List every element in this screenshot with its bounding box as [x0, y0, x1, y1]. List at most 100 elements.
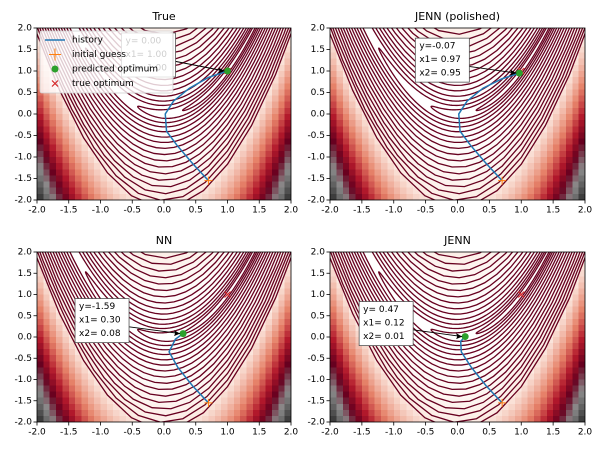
heat-cell — [214, 294, 222, 302]
heat-cell — [432, 138, 439, 146]
heat-cell — [233, 175, 241, 183]
heat-cell — [259, 181, 267, 189]
heat-cell — [144, 132, 152, 140]
heat-cell — [37, 367, 44, 375]
heat-cell — [476, 330, 484, 338]
heat-cell — [330, 175, 337, 183]
heat-cell — [451, 175, 459, 183]
heat-cell — [559, 157, 567, 164]
heat-cell — [521, 157, 529, 164]
heat-cell — [113, 361, 121, 368]
heat-cell — [81, 193, 89, 200]
heat-cell — [265, 126, 273, 134]
heat-cell — [432, 144, 439, 152]
x-tick-label: -1.0 — [385, 206, 403, 216]
heat-cell — [559, 391, 567, 399]
heat-cell — [483, 114, 490, 121]
heat-cell — [233, 409, 241, 417]
heat-cell — [534, 343, 541, 350]
heat-cell — [195, 34, 203, 41]
heat-cell — [284, 181, 291, 189]
heat-cell — [94, 258, 102, 265]
heat-cell — [221, 193, 229, 200]
heat-cell — [100, 264, 108, 271]
heat-cell — [68, 288, 76, 296]
heat-cell — [540, 276, 548, 283]
heat-cell — [578, 385, 585, 393]
heat-cell — [265, 144, 273, 152]
heat-cell — [381, 157, 388, 164]
heat-cell — [252, 181, 260, 189]
heat-cell — [540, 403, 548, 411]
heat-cell — [246, 52, 254, 60]
heat-cell — [132, 258, 140, 265]
heat-cell — [553, 361, 561, 368]
heat-cell — [381, 163, 388, 170]
heat-cell — [259, 379, 267, 387]
heat-cell — [374, 120, 382, 127]
heat-cell — [144, 330, 152, 338]
heat-cell — [381, 264, 388, 271]
heat-cell — [565, 373, 573, 381]
heat-cell — [546, 169, 554, 177]
heat-cell — [176, 95, 184, 103]
heat-cell — [94, 349, 102, 356]
heat-cell — [100, 349, 108, 356]
heat-cell — [463, 83, 471, 91]
true-optimum-marker — [517, 291, 525, 298]
heat-cell — [457, 169, 465, 177]
heat-cell — [195, 46, 203, 54]
heat-cell — [164, 120, 171, 127]
heat-cell — [534, 138, 541, 146]
heat-cell — [176, 157, 184, 164]
heat-cell — [265, 77, 273, 84]
heat-cell — [470, 409, 478, 417]
heat-cell — [265, 397, 273, 405]
heat-cell — [534, 150, 541, 158]
heat-cell — [342, 89, 350, 97]
heat-cell — [227, 349, 235, 356]
heat-cell — [444, 126, 452, 134]
heat-cell — [208, 282, 216, 290]
heat-cell — [49, 107, 57, 115]
x-tick-label: 0.0 — [450, 428, 465, 438]
heat-cell — [438, 101, 446, 109]
heat-cell — [330, 330, 337, 338]
heat-cell — [330, 403, 337, 411]
heat-cell — [565, 181, 573, 189]
heat-cell — [132, 126, 140, 134]
heat-cell — [284, 175, 291, 183]
heat-cell — [546, 107, 554, 115]
heat-cell — [508, 58, 516, 66]
heat-cell — [100, 187, 108, 195]
heat-cell — [271, 101, 279, 109]
heat-cell — [208, 175, 216, 183]
heat-cell — [438, 355, 446, 362]
heat-cell — [502, 294, 510, 302]
heat-cell — [521, 294, 529, 302]
heat-cell — [330, 373, 337, 381]
heat-cell — [144, 114, 152, 121]
x-tick-label: 2.0 — [284, 206, 299, 216]
heat-cell — [336, 300, 344, 308]
heat-cell — [470, 163, 478, 170]
heat-cell — [125, 403, 133, 411]
heat-cell — [278, 294, 286, 302]
heat-cell — [444, 312, 452, 320]
heat-cell — [438, 107, 446, 115]
heat-cell — [56, 397, 63, 405]
heat-cell — [75, 397, 83, 405]
x-tick-label: -1.5 — [60, 428, 78, 438]
heat-cell — [336, 150, 344, 158]
heat-cell — [189, 397, 197, 405]
heat-cell — [81, 144, 89, 152]
heat-cell — [233, 288, 241, 296]
heat-cell — [240, 288, 248, 296]
heat-cell — [100, 120, 108, 127]
heat-cell — [240, 175, 248, 183]
heat-cell — [284, 107, 291, 115]
heat-cell — [176, 52, 184, 60]
heat-cell — [406, 157, 414, 164]
heat-cell — [214, 264, 222, 271]
heat-cell — [87, 175, 95, 183]
